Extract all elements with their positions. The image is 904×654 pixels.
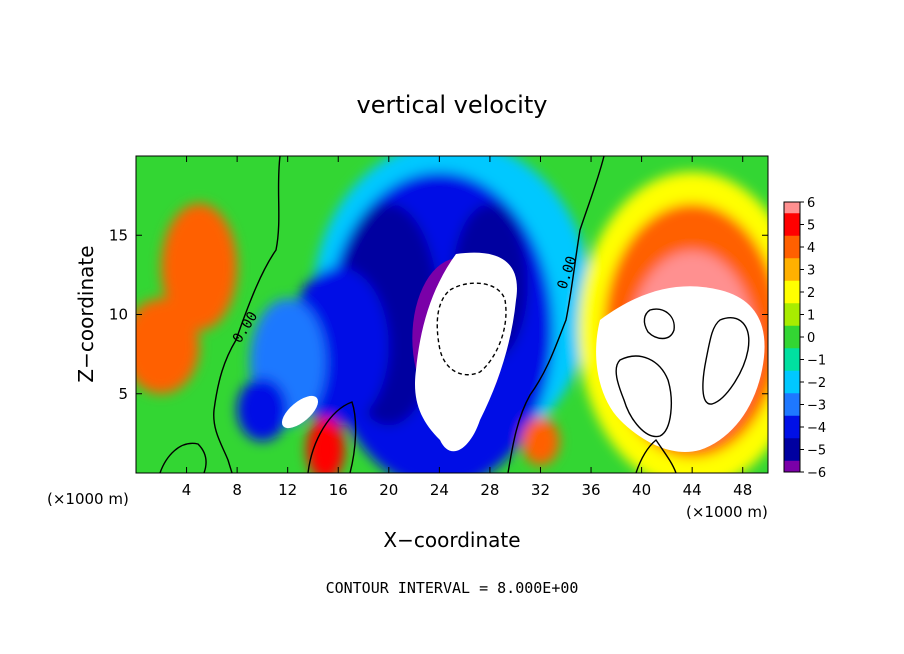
colorbar-label: −3 — [807, 399, 826, 414]
pos-contour-core-b — [702, 317, 750, 405]
zero-contour-left — [213, 156, 281, 473]
x-tick-label: 40 — [632, 481, 651, 499]
colorbar-label: −4 — [807, 421, 826, 436]
zero-contours — [159, 156, 750, 473]
x-tick-label: 12 — [278, 481, 297, 499]
colorbar-label: 5 — [807, 219, 815, 234]
x-unit-label-left: (×1000 m) — [47, 490, 129, 508]
colorbar-label: 6 — [807, 196, 815, 211]
colorbar-segment — [784, 213, 800, 225]
colorbar-segment — [784, 280, 800, 293]
colorbar-label: 1 — [807, 309, 815, 324]
field-blob — [136, 298, 200, 394]
zero-contour-small-b — [307, 401, 357, 473]
x-tick-label: 32 — [531, 481, 550, 499]
colorbar-segment — [784, 247, 800, 259]
x-tick-label: 48 — [733, 481, 752, 499]
colorbar-segment — [784, 235, 800, 248]
y-tick-label: 10 — [109, 306, 128, 324]
x-tick-label: 4 — [182, 481, 192, 499]
x-tick-label: 8 — [232, 481, 242, 499]
colorbar-segment — [784, 348, 800, 360]
colorbar-segment — [784, 359, 800, 372]
colorbar-segment — [784, 303, 800, 315]
colorbar-segment — [784, 382, 800, 394]
colorbar-label: −6 — [807, 466, 826, 481]
colorbar-segment — [784, 438, 800, 450]
colorbar-label: −1 — [807, 354, 826, 369]
zero-contour-right — [635, 438, 677, 473]
chart-title: vertical velocity — [357, 91, 548, 119]
field-blob — [521, 417, 560, 466]
colorbar-segment — [784, 449, 800, 462]
field-blob — [237, 377, 288, 442]
colorbar-segment — [784, 337, 800, 349]
x-unit-label-right: (×1000 m) — [686, 503, 768, 521]
x-tick-label: 36 — [581, 481, 600, 499]
colorbar-segment — [784, 224, 800, 237]
colorbar-segment — [784, 325, 800, 338]
field-blob — [306, 417, 345, 473]
colorbar-segment — [784, 460, 800, 473]
x-tick-label: 16 — [329, 481, 348, 499]
contour-interval-note: CONTOUR INTERVAL = 8.000E+00 — [326, 579, 579, 597]
colorbar-segment — [784, 415, 800, 428]
colorbar-label: 4 — [807, 241, 815, 256]
colorbar: 6 5 4 3 2 1 0 −1 −2 −3 −4 −5 −6 — [783, 196, 826, 481]
x-tick-label: 20 — [379, 481, 398, 499]
plot-area: 0.00 0.00 — [135, 155, 769, 474]
y-tick-label: 5 — [118, 385, 128, 403]
colorbar-segment — [784, 370, 800, 383]
pos-contour-core-c — [643, 308, 675, 340]
field-blob — [161, 203, 238, 331]
zero-contour-small-a — [159, 442, 207, 473]
colorbar-label: 2 — [807, 286, 815, 301]
downdraft-core — [415, 252, 517, 452]
colorbar-segment — [784, 292, 800, 304]
colorbar-label: 3 — [807, 264, 815, 279]
colorbar-label: 0 — [807, 331, 815, 346]
y-axis: 5 10 15 — [109, 226, 768, 403]
x-axis: 4 8 12 16 20 24 28 32 36 40 44 48 — [182, 156, 752, 499]
small-core — [281, 395, 319, 429]
pos-contour-core-a — [615, 355, 672, 438]
colorbar-segment — [784, 393, 800, 405]
colorbar-label: −2 — [807, 376, 826, 391]
colorbar-segment — [784, 202, 800, 214]
colorbar-segment — [784, 269, 800, 282]
updraft-core — [596, 286, 765, 452]
colorbar-segment — [784, 258, 800, 270]
colorbar-segment — [784, 314, 800, 327]
colorbar-segment — [784, 404, 800, 417]
zero-contour-middle — [507, 156, 605, 473]
colorbar-label: −5 — [807, 444, 826, 459]
colorbar-segment — [784, 427, 800, 439]
x-tick-label: 28 — [480, 481, 499, 499]
x-tick-label: 44 — [683, 481, 702, 499]
x-axis-label: X−coordinate — [383, 528, 520, 552]
velocity-field — [136, 156, 768, 473]
y-axis-label: Z−coordinate — [74, 245, 98, 382]
y-tick-label: 15 — [109, 226, 128, 244]
neg-contour-core — [436, 282, 507, 376]
x-tick-label: 24 — [430, 481, 449, 499]
